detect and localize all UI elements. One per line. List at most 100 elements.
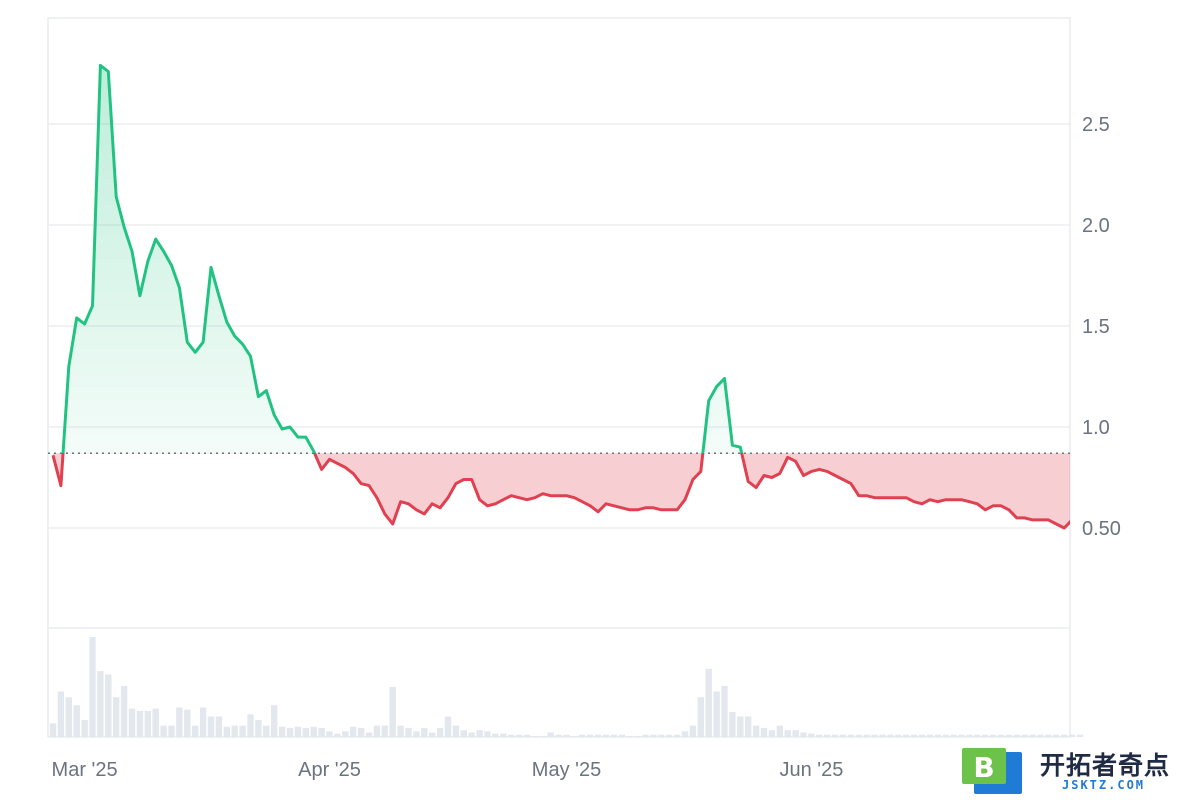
volume-bar — [705, 668, 712, 737]
volume-bar — [113, 697, 120, 737]
volume-bar — [81, 720, 88, 737]
volume-bar — [207, 716, 215, 737]
volume-bar — [626, 735, 633, 737]
volume-bar — [468, 732, 475, 737]
volume-bar — [302, 727, 309, 737]
volume-bar — [816, 734, 823, 737]
volume-bar — [997, 734, 1005, 737]
volume-bar — [357, 727, 365, 737]
volume-bar — [318, 727, 325, 737]
volume-bar — [752, 725, 760, 737]
volume-bar — [847, 734, 855, 737]
volume-bar — [839, 734, 847, 737]
volume-bar — [65, 697, 72, 737]
volume-bar — [547, 732, 554, 737]
volume-bar — [1013, 734, 1020, 737]
watermark-badge-icon: B — [962, 748, 1022, 794]
volume-bar — [484, 731, 491, 737]
x-tick-label: Mar '25 — [52, 759, 118, 781]
volume-bar — [136, 710, 144, 737]
volume-bar — [579, 734, 586, 737]
y-tick-label: 0.50 — [1082, 518, 1121, 540]
volume-bar — [492, 733, 499, 737]
volume-bar — [689, 725, 697, 737]
volume-bar — [405, 727, 412, 737]
volume-bar — [515, 734, 523, 737]
volume-bar — [808, 733, 815, 737]
volume-bar — [563, 734, 570, 737]
volume-bar — [776, 725, 783, 737]
watermark-subtitle: JSKTZ.COM — [1062, 778, 1146, 792]
y-tick-label: 2.5 — [1082, 114, 1110, 136]
volume-bar — [1029, 734, 1036, 737]
volume-bar — [634, 735, 641, 737]
volume-bar — [737, 716, 744, 737]
volume-bar — [879, 734, 886, 737]
volume-bar — [278, 726, 286, 737]
volume-bar — [989, 734, 997, 737]
volume-bar — [895, 734, 902, 737]
volume-bar — [255, 720, 262, 737]
volume-bar — [531, 735, 539, 737]
volume-bar — [958, 734, 965, 737]
volume-bar — [729, 712, 736, 737]
volume-bar — [508, 734, 515, 737]
volume-bar — [1037, 734, 1044, 737]
volume-bar — [887, 734, 894, 737]
volume-bar — [389, 687, 396, 737]
volume-bar — [152, 708, 159, 737]
volume-bar — [271, 705, 278, 737]
volume-bar — [642, 734, 649, 737]
volume-bar — [966, 734, 973, 737]
volume-bar — [982, 734, 989, 737]
volume-bar — [286, 727, 294, 737]
volume-bar — [523, 734, 531, 737]
volume-bar — [571, 735, 578, 737]
volume-bar — [381, 725, 388, 737]
volume-bar — [650, 734, 657, 737]
volume-bar — [247, 714, 254, 737]
volume-bar — [436, 727, 444, 737]
volume-bar — [365, 732, 373, 737]
volume-bar — [421, 727, 428, 737]
price-line-below — [51, 453, 1070, 530]
volume-bar — [500, 733, 507, 737]
volume-bar — [144, 710, 151, 737]
volume-bar — [594, 734, 602, 737]
volume-bar — [539, 735, 546, 737]
x-axis: Mar '25 Apr '25 May '25 Jun '25 — [52, 759, 844, 781]
volume-bar — [587, 734, 594, 737]
volume-bar — [105, 674, 112, 737]
volume-bar — [863, 734, 870, 737]
x-tick-label: Jun '25 — [779, 759, 843, 781]
volume-bar — [444, 716, 452, 737]
volume-bar — [681, 731, 689, 737]
volume-bar — [49, 723, 57, 737]
volume-bar — [452, 725, 460, 737]
volume-bar — [120, 685, 128, 737]
volume-bar — [618, 734, 625, 737]
volume-bar — [824, 734, 831, 737]
volume-bar — [326, 731, 333, 737]
volume-bar — [602, 734, 610, 737]
volume-bar — [460, 730, 467, 737]
volume-bar — [910, 734, 918, 737]
volume-bar — [831, 734, 839, 737]
y-axis: 0.50 1.0 1.5 2.0 2.5 — [1082, 114, 1121, 540]
watermark-title: 开拓者奇点 — [1040, 751, 1171, 780]
area-above-baseline — [63, 65, 742, 453]
volume-bar — [128, 708, 136, 737]
volume-bar — [768, 730, 776, 737]
volume-bar — [168, 725, 175, 737]
volume-bar — [184, 709, 191, 737]
volume-bar — [942, 734, 949, 737]
watermark-logo: B 开拓者奇点 JSKTZ.COM — [958, 744, 1194, 798]
volume-bar — [239, 725, 246, 737]
volume-bar — [192, 725, 199, 737]
volume-bar — [950, 734, 957, 737]
volume-bar — [721, 685, 728, 737]
volume-bar — [760, 727, 768, 737]
volume-bar — [926, 734, 934, 737]
volume-bar — [855, 734, 862, 737]
